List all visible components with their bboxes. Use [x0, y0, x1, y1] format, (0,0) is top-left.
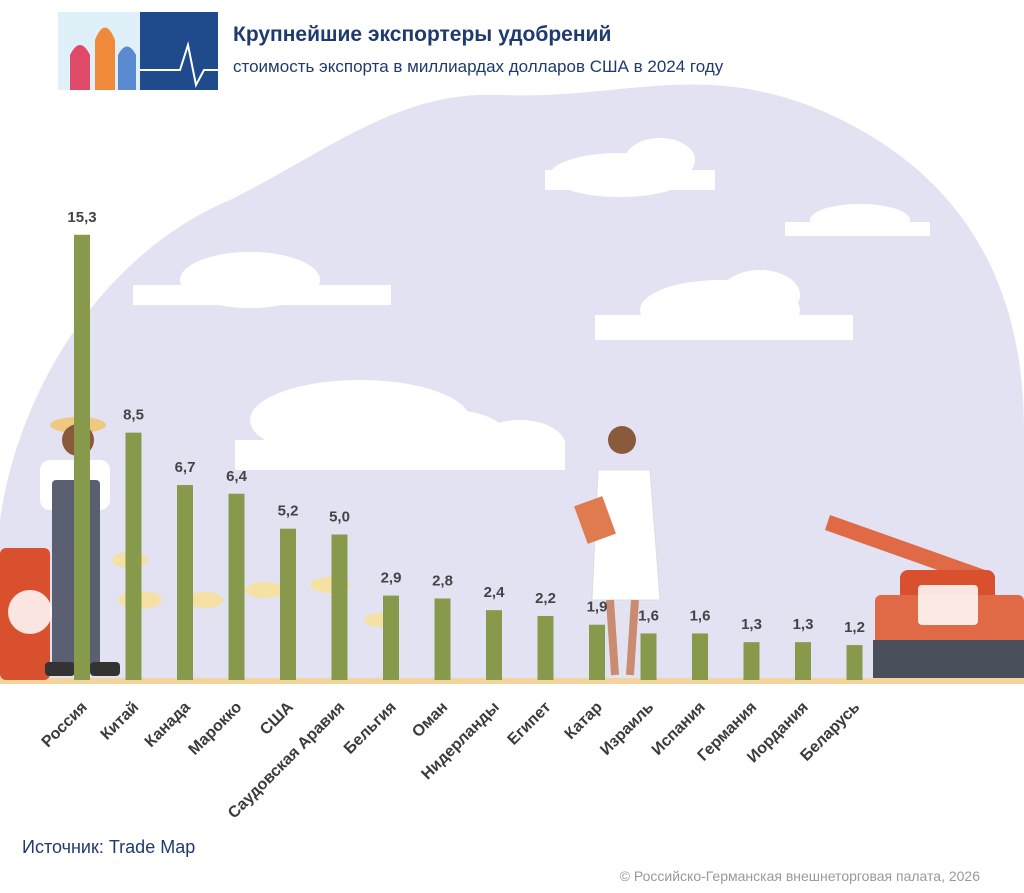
value-label: 2,4 — [484, 584, 506, 601]
scientist — [574, 426, 661, 676]
value-label: 1,2 — [844, 619, 865, 636]
bar — [640, 633, 657, 680]
bar — [846, 645, 863, 680]
x-tick-label: Бельгия — [341, 699, 400, 758]
value-label: 6,7 — [175, 459, 196, 476]
bar — [743, 642, 760, 680]
value-label: 5,2 — [278, 503, 299, 520]
bar — [486, 610, 502, 680]
value-label: 15,3 — [67, 209, 96, 226]
value-label: 1,6 — [638, 607, 659, 624]
value-label: 6,4 — [226, 468, 248, 485]
logo — [58, 12, 218, 90]
chart-title: Крупнейшие экспортеры удобрений — [233, 23, 611, 46]
x-tick-label: Канада — [142, 699, 194, 751]
value-label: 2,8 — [432, 573, 453, 590]
value-label: 1,3 — [793, 616, 814, 633]
copyright: © Российско-Германская внешнеторговая па… — [620, 868, 981, 884]
value-label: 8,5 — [123, 407, 144, 424]
x-tick-label: США — [257, 698, 297, 738]
x-tick-label: Марокко — [186, 699, 246, 759]
bar — [795, 642, 811, 680]
bar — [125, 432, 142, 680]
value-label: 2,9 — [381, 570, 402, 587]
x-tick-label: Россия — [39, 699, 91, 751]
bar — [280, 528, 296, 680]
bar — [331, 534, 348, 680]
bar — [177, 485, 193, 680]
bar — [383, 595, 399, 680]
x-tick-label: Катар — [562, 699, 606, 743]
bar — [74, 234, 90, 680]
chart-subtitle: стоимость экспорта в миллиардах долларов… — [233, 57, 724, 76]
value-label: 1,9 — [587, 599, 608, 616]
bar — [228, 493, 245, 680]
value-label: 1,3 — [741, 616, 762, 633]
x-tick-label: Китай — [98, 699, 143, 744]
bar — [434, 598, 451, 680]
background-decoration — [0, 84, 1024, 684]
value-label: 1,6 — [690, 607, 711, 624]
value-label: 2,2 — [535, 590, 556, 607]
value-label: 5,0 — [329, 509, 350, 526]
bar — [692, 633, 708, 680]
harvester — [825, 515, 1024, 678]
x-tick-label: Египет — [505, 699, 555, 749]
source: Источник: Trade Map — [22, 837, 195, 857]
x-tick-label: Израиль — [597, 699, 657, 759]
bar — [589, 624, 605, 680]
x-tick-label: Оман — [409, 699, 451, 741]
bar — [537, 615, 554, 680]
